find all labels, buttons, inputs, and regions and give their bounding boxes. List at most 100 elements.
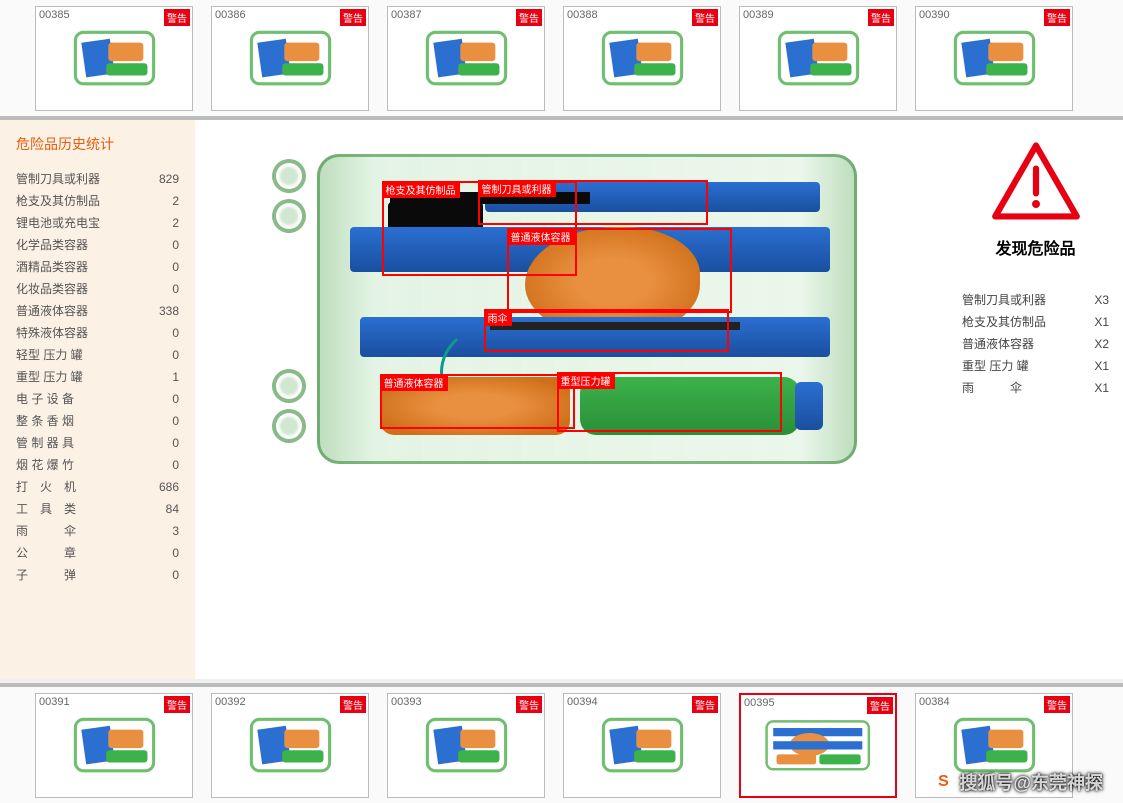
watermark: S 搜狐号@东莞神探 (931, 769, 1103, 795)
thumbnail-image (760, 22, 877, 94)
stat-label: 锂电池或充电宝 (16, 212, 100, 234)
stat-label: 烟 花 爆 竹 (16, 454, 74, 476)
thumbnail[interactable]: 00392 警告 (211, 693, 369, 798)
stat-count: 0 (172, 454, 179, 476)
xray-view: 枪支及其仿制品管制刀具或利器普通液体容器雨伞普通液体容器重型压力罐 (195, 120, 948, 679)
detection-box-label: 普通液体容器 (380, 374, 448, 391)
alert-badge: 警告 (340, 696, 366, 713)
thumbnail-id: 00385 (39, 9, 70, 21)
stat-row: 公 章0 (16, 542, 179, 564)
detection-box-label: 普通液体容器 (507, 228, 575, 245)
thumbnail[interactable]: 00385 警告 (35, 6, 193, 111)
thumbnail[interactable]: 00391 警告 (35, 693, 193, 798)
stat-count: 0 (172, 542, 179, 564)
thumbnail-id: 00392 (215, 696, 246, 708)
stat-count: 2 (172, 190, 179, 212)
suitcase-wheel (272, 199, 306, 233)
thumbnail-image (760, 710, 876, 781)
stat-label: 打 火 机 (16, 476, 76, 498)
stat-label: 普通液体容器 (16, 300, 88, 322)
alert-badge: 警告 (516, 696, 542, 713)
stat-label: 电 子 设 备 (16, 388, 74, 410)
xray-canvas: 枪支及其仿制品管制刀具或利器普通液体容器雨伞普通液体容器重型压力罐 (262, 144, 882, 494)
stat-row: 化妆品类容器 0 (16, 278, 179, 300)
suitcase-wheel (272, 409, 306, 443)
detection-label: 重型 压力 罐 (962, 355, 1029, 377)
alert-badge: 警告 (340, 9, 366, 26)
thumbnail-image (408, 709, 525, 781)
thumbnail[interactable]: 00390 警告 (915, 6, 1073, 111)
detection-label: 雨 伞 (962, 377, 1022, 399)
stat-row: 管 制 器 具 0 (16, 432, 179, 454)
thumbnail-id: 00386 (215, 9, 246, 21)
thumbnail[interactable]: 00395 警告 (739, 693, 897, 798)
thumbnail-id: 00394 (567, 696, 598, 708)
top-thumbnail-strip: 00385 警告 00386 警告 00387 警告 00388 警告 0038… (0, 0, 1123, 120)
alert-title: 发现危险品 (962, 235, 1109, 259)
stat-label: 酒精品类容器 (16, 256, 88, 278)
detection-row: 重型 压力 罐 X1 (962, 355, 1109, 377)
detection-count: X1 (1094, 355, 1109, 377)
thumbnail-image (56, 22, 173, 94)
thumbnail-id: 00393 (391, 696, 422, 708)
thumbnail[interactable]: 00394 警告 (563, 693, 721, 798)
thumbnail[interactable]: 00388 警告 (563, 6, 721, 111)
xray-object (795, 382, 823, 430)
alert-badge: 警告 (164, 9, 190, 26)
stat-count: 0 (172, 256, 179, 278)
thumbnail[interactable]: 00387 警告 (387, 6, 545, 111)
detection-label: 普通液体容器 (962, 333, 1034, 355)
alert-badge: 警告 (1044, 696, 1070, 713)
thumbnail-image (408, 22, 525, 94)
detection-box: 管制刀具或利器 (478, 180, 708, 225)
stat-label: 轻型 压力 罐 (16, 344, 83, 366)
thumbnail[interactable]: 00393 警告 (387, 693, 545, 798)
detection-count: X3 (1094, 289, 1109, 311)
detection-row: 普通液体容器X2 (962, 333, 1109, 355)
detection-box-label: 重型压力罐 (557, 372, 615, 389)
stat-label: 枪支及其仿制品 (16, 190, 100, 212)
suitcase-wheel (272, 369, 306, 403)
thumbnail-id: 00391 (39, 696, 70, 708)
stat-label: 管 制 器 具 (16, 432, 74, 454)
thumbnail-image (232, 22, 349, 94)
alert-badge: 警告 (868, 9, 894, 26)
stat-row: 枪支及其仿制品 2 (16, 190, 179, 212)
detection-label: 枪支及其仿制品 (962, 311, 1046, 333)
thumbnail[interactable]: 00386 警告 (211, 6, 369, 111)
watermark-text: 搜狐号@东莞神探 (959, 769, 1103, 795)
detection-count: X1 (1094, 377, 1109, 399)
stat-count: 0 (172, 322, 179, 344)
sohu-logo-icon: S (931, 770, 955, 794)
detection-box: 雨伞 (484, 309, 729, 352)
stat-count: 338 (159, 300, 179, 322)
alert-panel: 发现危险品 管制刀具或利器X3枪支及其仿制品X1普通液体容器X2重型 压力 罐X… (948, 120, 1123, 679)
stat-row: 电 子 设 备0 (16, 388, 179, 410)
stat-label: 雨 伞 (16, 520, 76, 542)
suitcase-wheel (272, 159, 306, 193)
stat-count: 0 (172, 344, 179, 366)
stat-count: 0 (172, 432, 179, 454)
thumbnail-image (56, 709, 173, 781)
stat-row: 工 具 类 84 (16, 498, 179, 520)
thumbnail-image (936, 22, 1053, 94)
stat-count: 686 (159, 476, 179, 498)
stat-count: 84 (166, 498, 179, 520)
stat-label: 化妆品类容器 (16, 278, 88, 300)
stat-row: 子 弹0 (16, 564, 179, 586)
stat-count: 0 (172, 278, 179, 300)
stat-label: 特殊液体容器 (16, 322, 88, 344)
stat-row: 烟 花 爆 竹 0 (16, 454, 179, 476)
alert-badge: 警告 (164, 696, 190, 713)
detection-label: 管制刀具或利器 (962, 289, 1046, 311)
stat-count: 0 (172, 564, 179, 586)
detection-box: 普通液体容器 (380, 374, 575, 429)
alert-badge: 警告 (692, 9, 718, 26)
stat-label: 工 具 类 (16, 498, 76, 520)
thumbnail[interactable]: 00389 警告 (739, 6, 897, 111)
stat-label: 管制刀具或利器 (16, 168, 100, 190)
stats-panel: 危险品历史统计 管制刀具或利器829枪支及其仿制品2锂电池或充电宝2化学品类容器… (0, 120, 195, 679)
alert-badge: 警告 (516, 9, 542, 26)
detection-count: X1 (1094, 311, 1109, 333)
alert-badge: 警告 (692, 696, 718, 713)
